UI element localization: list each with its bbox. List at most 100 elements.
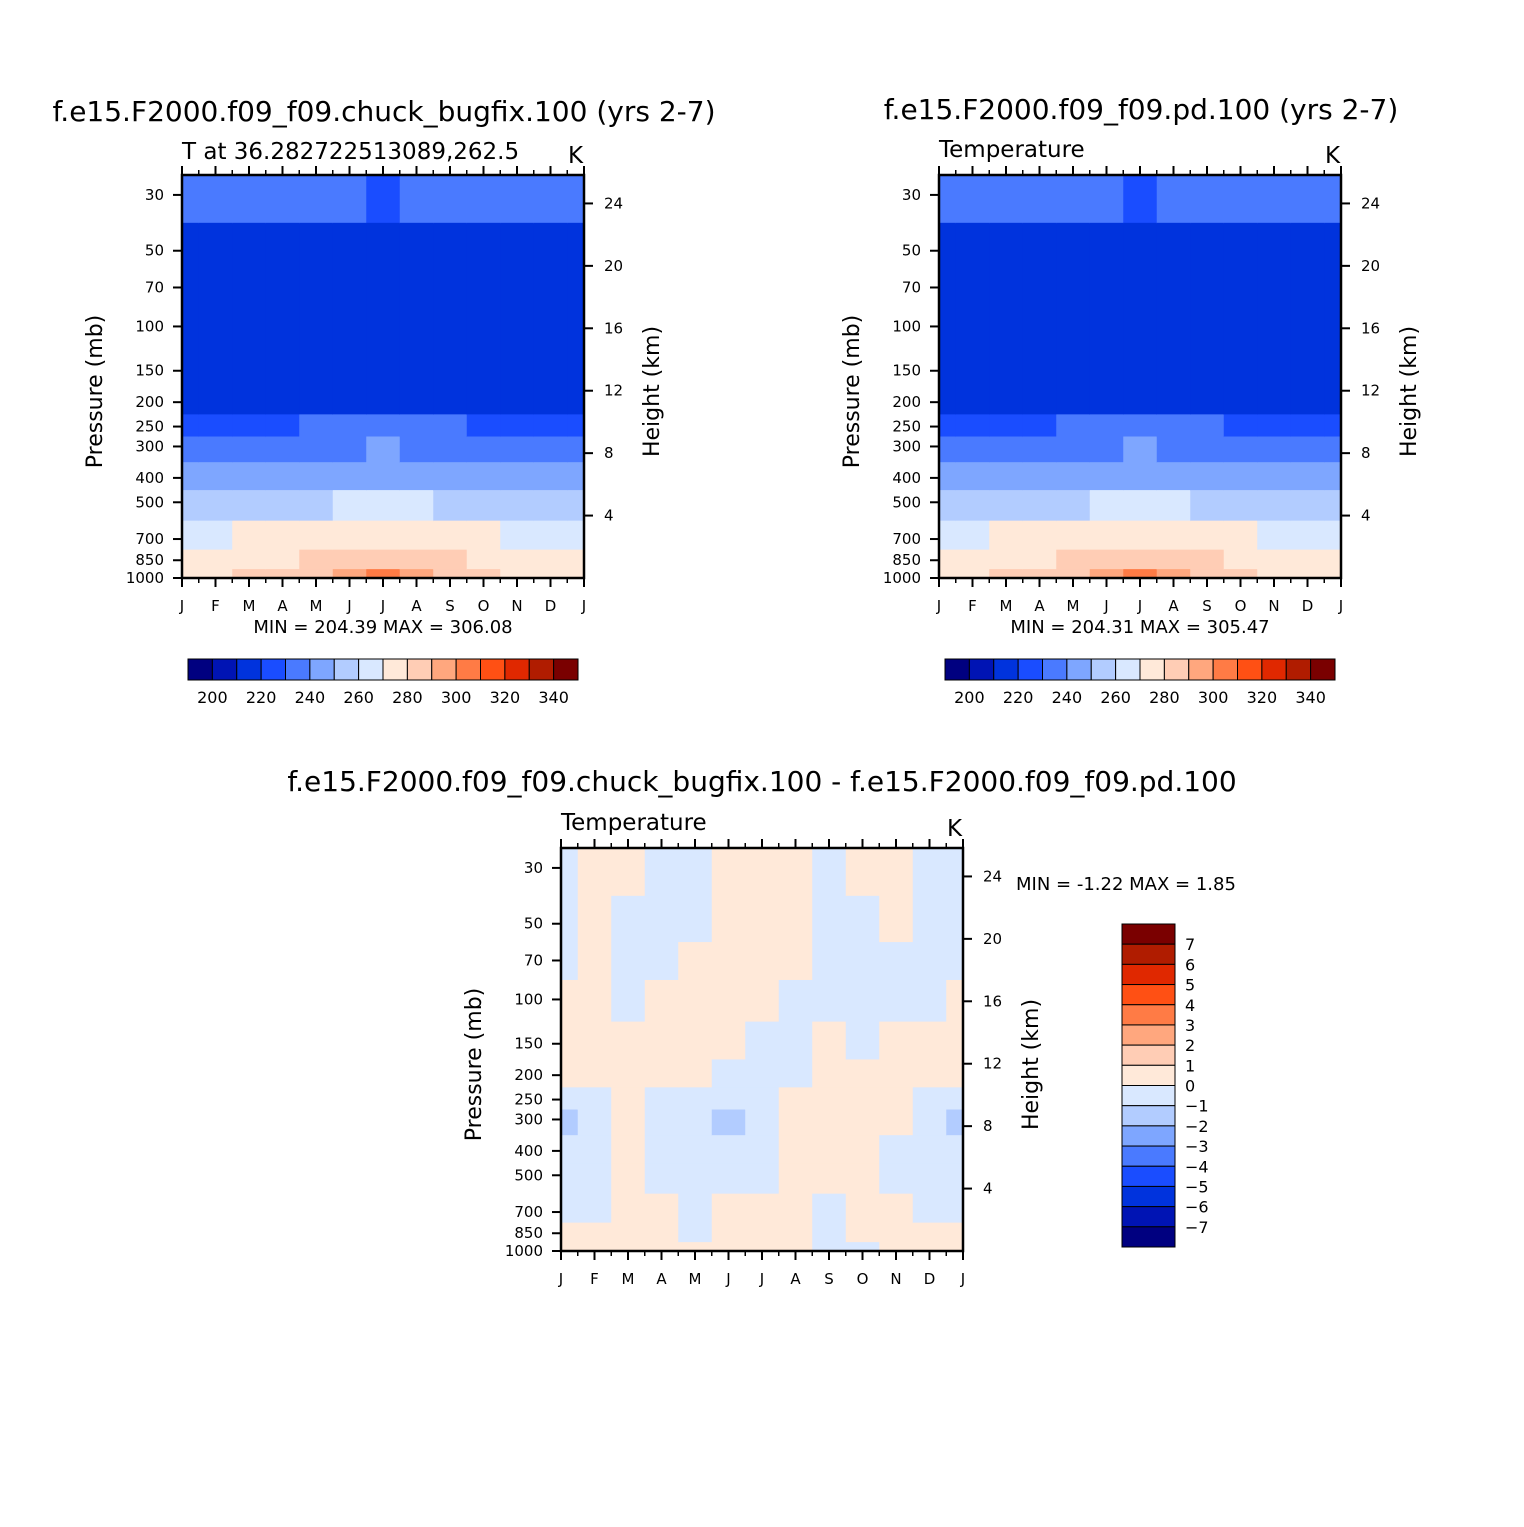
y-tick-label: 150 [135,362,164,380]
data-cell [232,386,267,415]
data-cell [265,520,300,551]
data-cell [611,895,646,943]
data-cell [466,175,501,224]
x-tick-label: J [179,597,184,615]
data-cell [955,462,990,491]
data-cell [533,306,568,350]
y-tick-label: 30 [145,186,164,204]
data-cell [611,942,646,981]
colorbar-label: 240 [295,688,326,707]
data-cell [1156,222,1191,270]
data-cell [1190,269,1225,308]
data-cell [778,1242,813,1252]
data-cell [1123,269,1158,308]
panel-2: f.e15.F2000.f09_f09.pd.100 (yrs 2-7) Tem… [840,93,1422,707]
data-cell [182,414,200,438]
x-tick-label: D [545,597,557,615]
data-cell [939,348,957,388]
data-cell [778,1021,813,1061]
data-cell [1056,222,1091,270]
data-cell [366,269,401,308]
data-cell [946,1135,964,1164]
data-cell [1290,306,1325,350]
data-cell [1022,462,1057,491]
y-tick-label: 500 [514,1166,543,1184]
data-cell [466,386,501,415]
data-cell [745,1109,780,1136]
x-tick-label: A [1034,597,1045,615]
data-cell [812,942,847,981]
data-cell [1022,436,1057,463]
data-cell [678,1222,713,1243]
data-cell [500,520,535,551]
data-cell [366,386,401,415]
y-tick-label: 1000 [883,569,921,587]
data-cell [198,436,233,463]
data-cell [1123,520,1158,551]
data-cell [1257,490,1292,522]
data-cell [1223,549,1258,570]
colorbar-label: 1 [1185,1056,1195,1075]
data-cell [1257,269,1292,308]
data-cell [879,1021,914,1061]
data-cell [778,1193,813,1224]
data-cell [845,979,880,1023]
data-cell [955,306,990,350]
colorbar-box [260,658,287,681]
data-cell [711,979,746,1023]
y-tick-label: 700 [892,530,921,548]
y-tick-label: 100 [514,990,543,1008]
data-cell [644,1193,679,1224]
y-right-tick-label: 4 [604,507,614,525]
data-cell [265,175,300,224]
data-cell [939,306,957,350]
data-cell [332,348,367,388]
data-cell [1056,549,1091,570]
colorbar-box [1237,658,1263,681]
colorbar-label: −2 [1185,1117,1209,1136]
data-cell [1324,462,1342,491]
data-cell [912,1242,947,1252]
data-cell [561,1242,579,1252]
colorbar-box [211,658,238,681]
data-cell [332,490,367,522]
data-cell [399,175,434,224]
x-tick-label: J [581,597,586,615]
data-cell [1089,414,1124,438]
data-cell [232,520,267,551]
colorbar-box [358,658,384,681]
data-cell [1056,348,1091,388]
y-tick-label: 250 [514,1091,543,1109]
y-right-axis-label: Height (km) [640,326,665,457]
data-cell [845,848,880,897]
colorbar-box [1121,1004,1176,1026]
y-right-tick-label: 16 [983,992,1002,1010]
data-cell [265,436,300,463]
data-cell [955,386,990,415]
data-cell [946,1163,964,1195]
data-cell [1223,386,1258,415]
data-cell [745,1163,780,1195]
data-cell [989,175,1024,224]
data-cell [232,269,267,308]
x-tick-label: M [1067,597,1080,615]
data-cell [845,1222,880,1243]
y-right-tick-label: 8 [1361,444,1371,462]
colorbar-label: −7 [1185,1218,1209,1237]
colorbar-label: 6 [1185,955,1195,974]
data-cell [644,1242,679,1252]
colorbar-box [1212,658,1239,681]
colorbar-box [333,658,360,681]
data-cell [1056,490,1091,522]
data-cell [332,269,367,308]
data-cell [678,848,713,897]
data-cell [611,1059,646,1088]
data-cell [500,462,535,491]
data-cell [1089,569,1124,579]
data-cell [912,942,947,981]
data-cell [1290,222,1325,270]
x-tick-label: A [1168,597,1179,615]
data-cell [678,942,713,981]
x-tick-label: N [511,597,522,615]
